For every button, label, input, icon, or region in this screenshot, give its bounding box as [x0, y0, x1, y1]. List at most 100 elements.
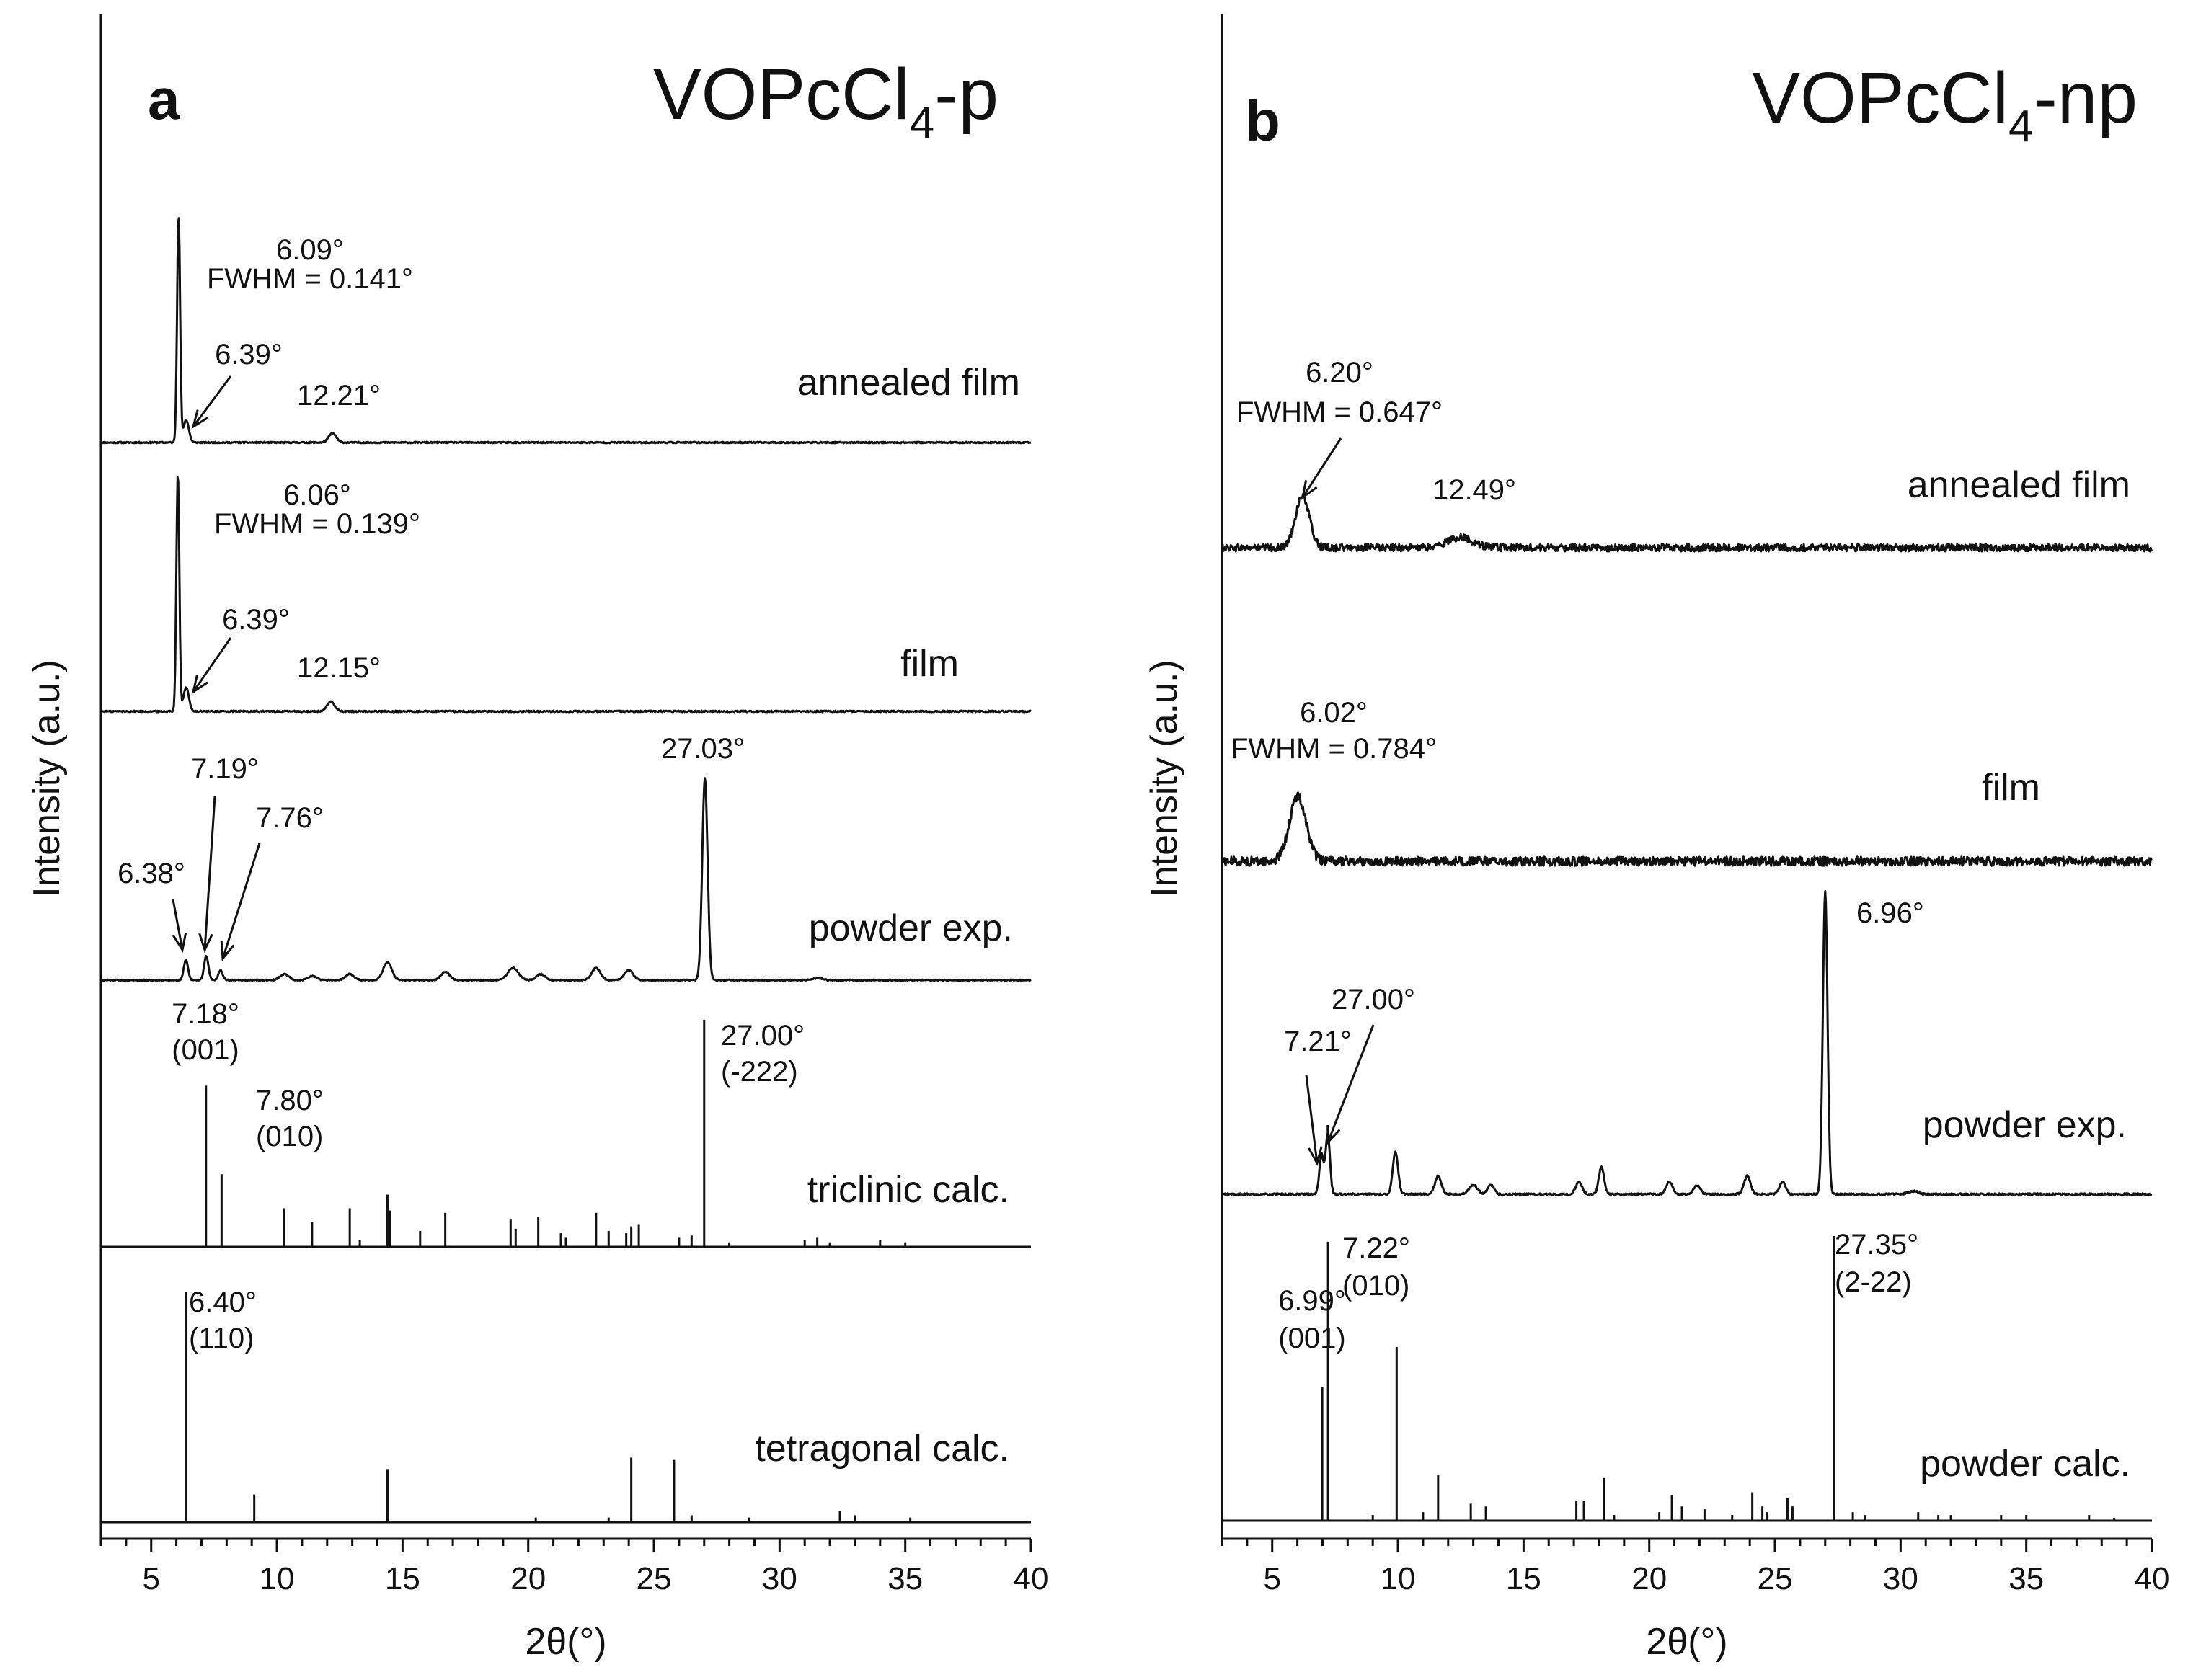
- peak-arrow-shaft: [1301, 437, 1342, 498]
- trace-label: powder exp.: [809, 907, 1013, 949]
- series-annealed-film: annealed film 6.09°FWHM = 0.141° 6.39° 12.2…: [100, 217, 1032, 445]
- title-subscript: 4: [2008, 102, 2033, 151]
- chart-title: VOPcCl4-np: [1752, 58, 2138, 151]
- peak-label: (2-22): [1835, 1266, 1912, 1298]
- peak-label: 6.39°: [222, 604, 290, 636]
- title-suffix: -np: [2033, 58, 2138, 138]
- peak-label: (010): [1342, 1270, 1409, 1302]
- peak-arrow-shaft: [192, 637, 232, 693]
- x-tick-label: 15: [385, 1561, 420, 1596]
- peak-arrow-shaft: [1305, 1075, 1319, 1164]
- peak-arrow-shaft: [221, 843, 261, 959]
- x-axis-title: 2θ(°): [1646, 1621, 1727, 1663]
- peak-label: 27.00°: [1332, 984, 1415, 1015]
- peak-arrow-shaft: [172, 899, 184, 951]
- series-annealed-film: annealed film 6.20° FWHM = 0.647° 12.49°: [1221, 357, 2153, 553]
- x-tick-label: 20: [1631, 1561, 1667, 1596]
- title-main: VOPcCl: [653, 54, 910, 135]
- x-axis-title: 2θ(°): [525, 1621, 606, 1663]
- peak-arrow-shaft: [1326, 1024, 1375, 1143]
- pattern-line: [1221, 791, 2153, 867]
- peak-arrow-head: [1326, 1124, 1341, 1145]
- peak-label: 7.80°: [256, 1085, 324, 1116]
- peak-label: 7.76°: [256, 802, 324, 834]
- panel-letter: b: [1245, 89, 1280, 153]
- y-axis-title: Intensity (a.u.): [1143, 659, 1185, 897]
- x-tick-label: 5: [1263, 1561, 1280, 1596]
- pattern-line: [99, 777, 1032, 982]
- chart-title: VOPcCl4-p: [653, 54, 998, 148]
- peak-label: 7.21°: [1284, 1026, 1352, 1057]
- peak-label: (001): [1278, 1323, 1345, 1354]
- peak-label: 6.40°: [189, 1286, 257, 1318]
- peak-label: 6.38°: [118, 858, 185, 889]
- peak-label: 6.20°: [1306, 357, 1373, 388]
- pattern-line: [100, 476, 1032, 714]
- peak-arrow-head: [1301, 480, 1318, 500]
- trace-label: film: [1982, 767, 2040, 809]
- series-film: film 6.02° FWHM = 0.784°: [1221, 697, 2153, 867]
- series-powder-exp: powder exp. 6.38° 7.19° 7.76° 27.03°: [99, 733, 1032, 982]
- peak-label: 6.02°: [1300, 697, 1368, 729]
- peak-label: FWHM = 0.784°: [1231, 733, 1437, 765]
- peak-label: (001): [172, 1034, 239, 1066]
- peak-label: (-222): [721, 1056, 798, 1088]
- x-tick-label: 40: [2135, 1561, 2170, 1596]
- y-axis-title: Intensity (a.u.): [26, 659, 68, 897]
- peak-label: 27.00°: [721, 1020, 805, 1052]
- trace-label: powder exp.: [1923, 1104, 2127, 1146]
- peak-label: 12.15°: [297, 652, 381, 684]
- series-triclinic-calc: triclinic calc. 7.18° (001) 7.80° (010) 27.00…: [101, 998, 1031, 1248]
- peak-arrow-head: [172, 933, 187, 953]
- trace-label: powder calc.: [1920, 1443, 2130, 1485]
- panel-b: 5 10 15 20 25 30 35 40 2θ(°) Intensity (a.u.) b VOP…: [1143, 14, 2169, 1663]
- x-tick-label: 35: [2008, 1561, 2044, 1596]
- x-tick-label: 35: [887, 1561, 923, 1596]
- peak-label: 12.21°: [297, 380, 381, 412]
- panel-letter: a: [148, 67, 180, 131]
- x-tick-label: 10: [260, 1561, 295, 1596]
- peak-label: FWHM = 0.139°: [214, 508, 420, 540]
- trace-label: film: [900, 643, 959, 685]
- peak-label: 6.99°: [1278, 1285, 1346, 1317]
- peak-label: 27.35°: [1835, 1229, 1918, 1261]
- peak-label: 6.96°: [1856, 897, 1924, 929]
- peak-label: (110): [189, 1323, 254, 1354]
- title-suffix: -p: [934, 54, 998, 135]
- x-tick-label: 10: [1381, 1561, 1416, 1596]
- peak-label: 12.49°: [1432, 474, 1516, 506]
- peak-arrow-shaft: [192, 375, 232, 427]
- x-tick-label: 40: [1014, 1561, 1049, 1596]
- trace-label: annealed film: [797, 362, 1020, 404]
- peak-label: FWHM = 0.141°: [207, 263, 413, 295]
- peak-label: 27.03°: [661, 733, 745, 765]
- x-tick-label: 30: [1883, 1561, 1918, 1596]
- peak-arrow-shaft: [203, 796, 216, 951]
- peak-label: 6.06°: [283, 479, 351, 511]
- title-main: VOPcCl: [1752, 58, 2008, 138]
- x-tick-label: 15: [1506, 1561, 1541, 1596]
- pattern-line: [1221, 890, 2153, 1196]
- pattern-line: [1221, 492, 2153, 553]
- peak-arrow-head: [191, 675, 208, 695]
- series-powder-exp: powder exp. 6.96° 7.21° 27.00°: [1221, 890, 2153, 1196]
- x-tick-label: 20: [510, 1561, 546, 1596]
- title-subscript: 4: [910, 98, 934, 148]
- peak-label: FWHM = 0.647°: [1236, 396, 1443, 428]
- series-tetragonal-calc: tetragonal calc. 6.40° (110): [101, 1286, 1031, 1524]
- x-tick-label: 25: [1758, 1561, 1793, 1596]
- peak-label: 7.19°: [191, 753, 259, 785]
- peak-arrow-head: [191, 409, 209, 430]
- trace-label: tetragonal calc.: [755, 1428, 1009, 1470]
- x-tick-label: 5: [142, 1561, 159, 1596]
- peak-label: (010): [256, 1121, 323, 1152]
- x-tick-label: 30: [762, 1561, 797, 1596]
- peak-arrow-head: [198, 933, 213, 954]
- peak-arrow-head: [220, 941, 235, 961]
- pattern-line: [100, 217, 1032, 445]
- peak-label: 6.09°: [276, 234, 344, 266]
- peak-label: 7.22°: [1342, 1232, 1410, 1264]
- panel-a: 5 10 15 20 25 30 35 40 2θ(°) Intensity (a.u.) a VOP…: [26, 14, 1048, 1663]
- series-film: film 6.06°FWHM = 0.139° 6.39°12.15°: [100, 476, 1032, 714]
